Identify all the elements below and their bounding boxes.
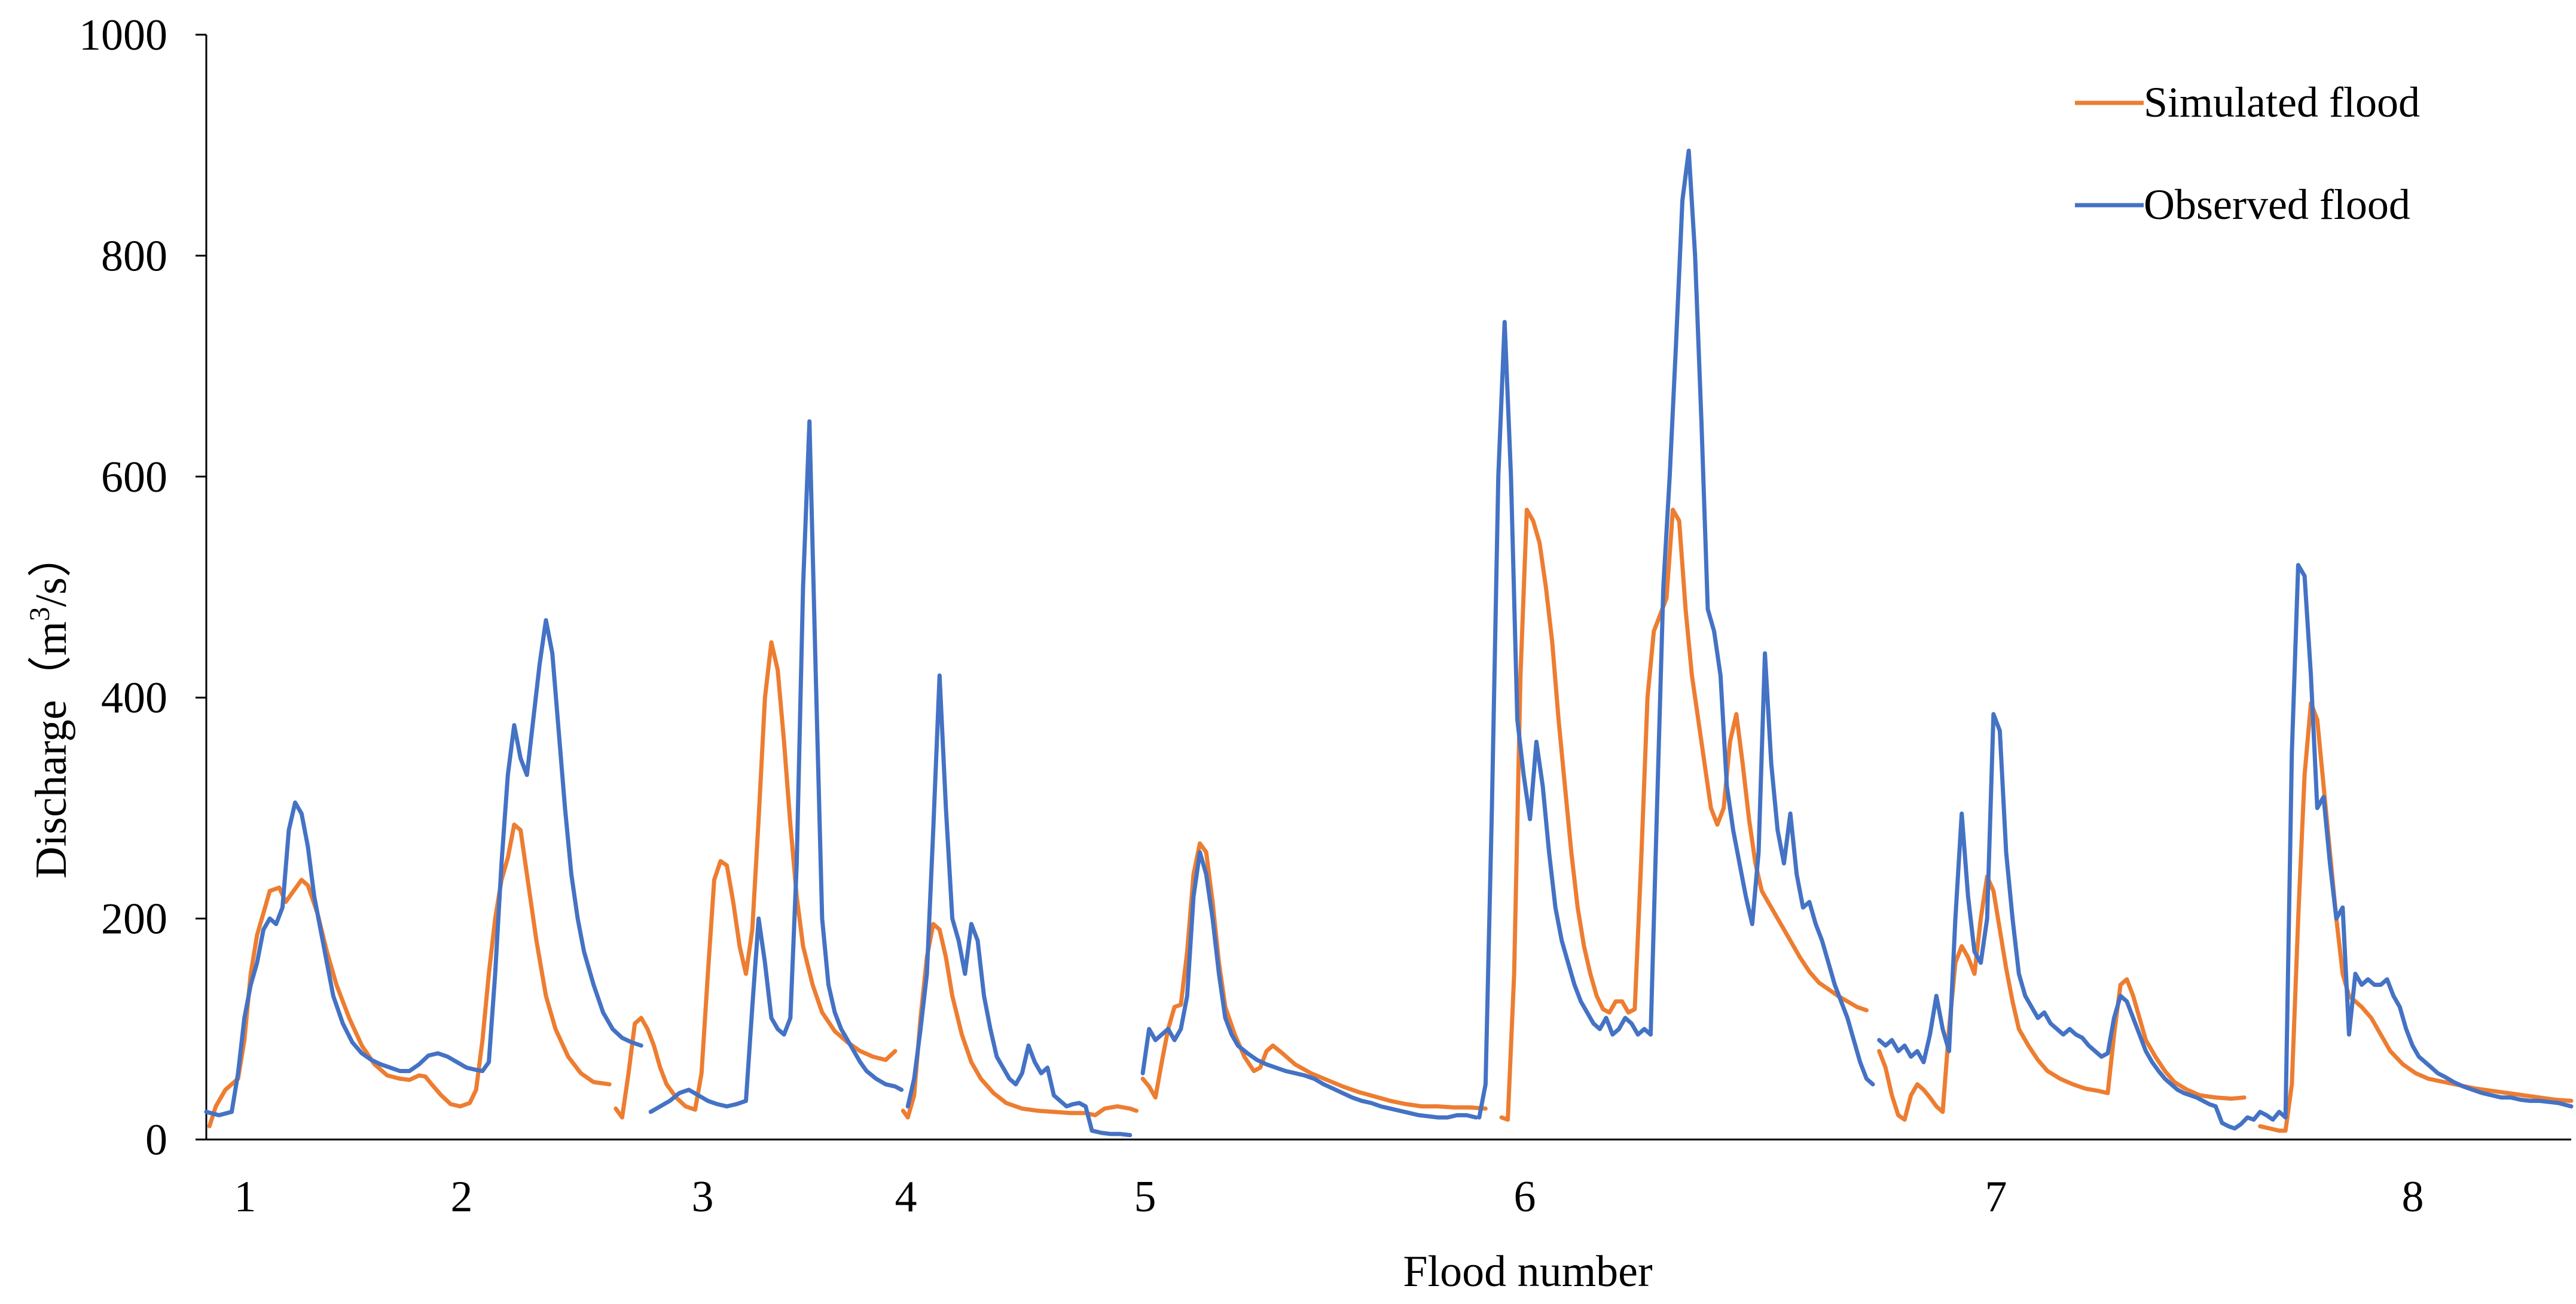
y-axis-title-main: Discharge（m [27,621,76,879]
simulated-flood-line-segment [207,822,612,1129]
observed-flood-line-segment [1140,850,1478,1120]
legend: Simulated flood Observed flood [2075,78,2420,228]
y-tick-label: 1000 [79,11,167,60]
y-tick-label: 0 [145,1116,167,1165]
observed-flood-line-segment [1877,563,2574,1131]
simulated-flood-line-segment [1499,507,1869,1122]
legend-simulated-label: Simulated flood [2144,78,2420,126]
x-tick-label-1: 1 [234,1172,257,1221]
legend-observed-label: Observed flood [2144,181,2410,228]
simulated-flood-series [207,507,2574,1133]
simulated-flood-line-segment [614,640,898,1120]
simulated-flood-line-segment [1877,874,2247,1122]
y-tick-label: 200 [101,895,167,944]
x-tick-label-4: 4 [895,1172,917,1221]
x-axis-title: Flood number [1403,1247,1652,1296]
x-tick-label-6: 6 [1514,1172,1536,1221]
x-tick-labels: 1 2 3 4 5 6 7 8 [234,1172,2424,1221]
x-tick-label-2: 2 [451,1172,473,1221]
observed-flood-line-segment [1477,148,1875,1120]
observed-flood-line-segment [648,419,904,1114]
x-tick-label-5: 5 [1134,1172,1156,1221]
x-tick-label-3: 3 [692,1172,714,1221]
simulated-flood-line-segment [1140,841,1488,1111]
y-tick-label: 400 [101,674,167,723]
observed-flood-line-segment [204,618,643,1117]
simulated-flood-line-segment [2258,700,2574,1133]
y-tick-labels: 0 200 400 600 800 1000 [79,11,206,1165]
y-tick-label: 800 [101,231,167,281]
observed-flood-line-segment [905,673,1133,1138]
y-axis-title: Discharge（m3/s） [24,533,76,879]
x-tick-label-8: 8 [2402,1172,2424,1221]
y-axis-title-superscript: 3 [24,607,56,621]
simulated-flood-line-segment [901,922,1139,1120]
x-tick-label-7: 7 [1985,1172,2007,1221]
observed-flood-series [204,148,2574,1138]
y-axis-title-tail: /s） [27,533,76,607]
y-tick-label: 600 [101,453,167,502]
